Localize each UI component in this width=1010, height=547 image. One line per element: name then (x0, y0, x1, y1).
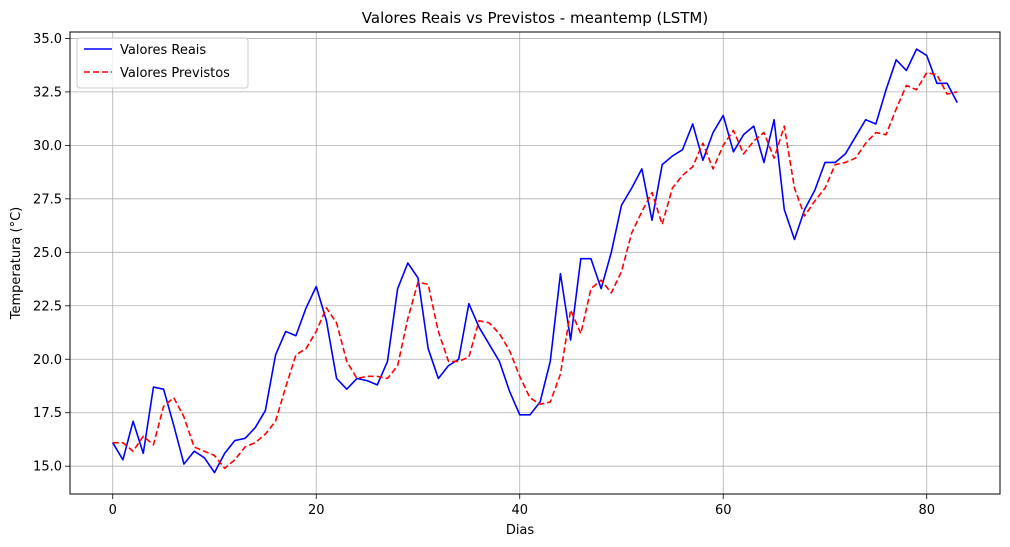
y-axis-ticks: 15.0 17.5 20.0 22.5 25.0 27.5 30.0 32.5 35.0 (33, 32, 70, 475)
x-axis-ticks: 0 20 40 60 80 (109, 494, 935, 518)
x-tick-label: 20 (308, 503, 325, 518)
y-axis-label: Temperatura (°C) (9, 207, 24, 320)
legend-label-previstos: Valores Previstos (120, 66, 230, 81)
y-tick-label: 22.5 (33, 299, 62, 314)
x-tick-label: 40 (511, 503, 528, 518)
legend: Valores Reais Valores Previstos (76, 37, 249, 89)
y-tick-label: 15.0 (33, 460, 62, 475)
legend-box (76, 37, 249, 89)
x-tick-label: 60 (715, 503, 732, 518)
x-tick-label: 80 (918, 503, 935, 518)
series-line-previstos (112, 71, 958, 470)
x-tick-label: 0 (109, 503, 117, 518)
y-tick-label: 30.0 (33, 139, 62, 154)
y-tick-label: 25.0 (33, 246, 62, 261)
series-layer (112, 48, 958, 474)
legend-label-reais: Valores Reais (120, 43, 206, 58)
y-tick-label: 20.0 (33, 353, 62, 368)
y-tick-label: 17.5 (33, 406, 62, 421)
x-axis-label: Dias (506, 523, 535, 538)
plot-frame (69, 31, 1001, 495)
grid-lines (70, 32, 1000, 494)
series-line-reais (112, 48, 958, 474)
y-tick-label: 35.0 (33, 32, 62, 47)
y-tick-label: 32.5 (33, 85, 62, 100)
y-tick-label: 27.5 (33, 192, 62, 207)
chart-title: Valores Reais vs Previstos - meantemp (L… (362, 9, 708, 27)
